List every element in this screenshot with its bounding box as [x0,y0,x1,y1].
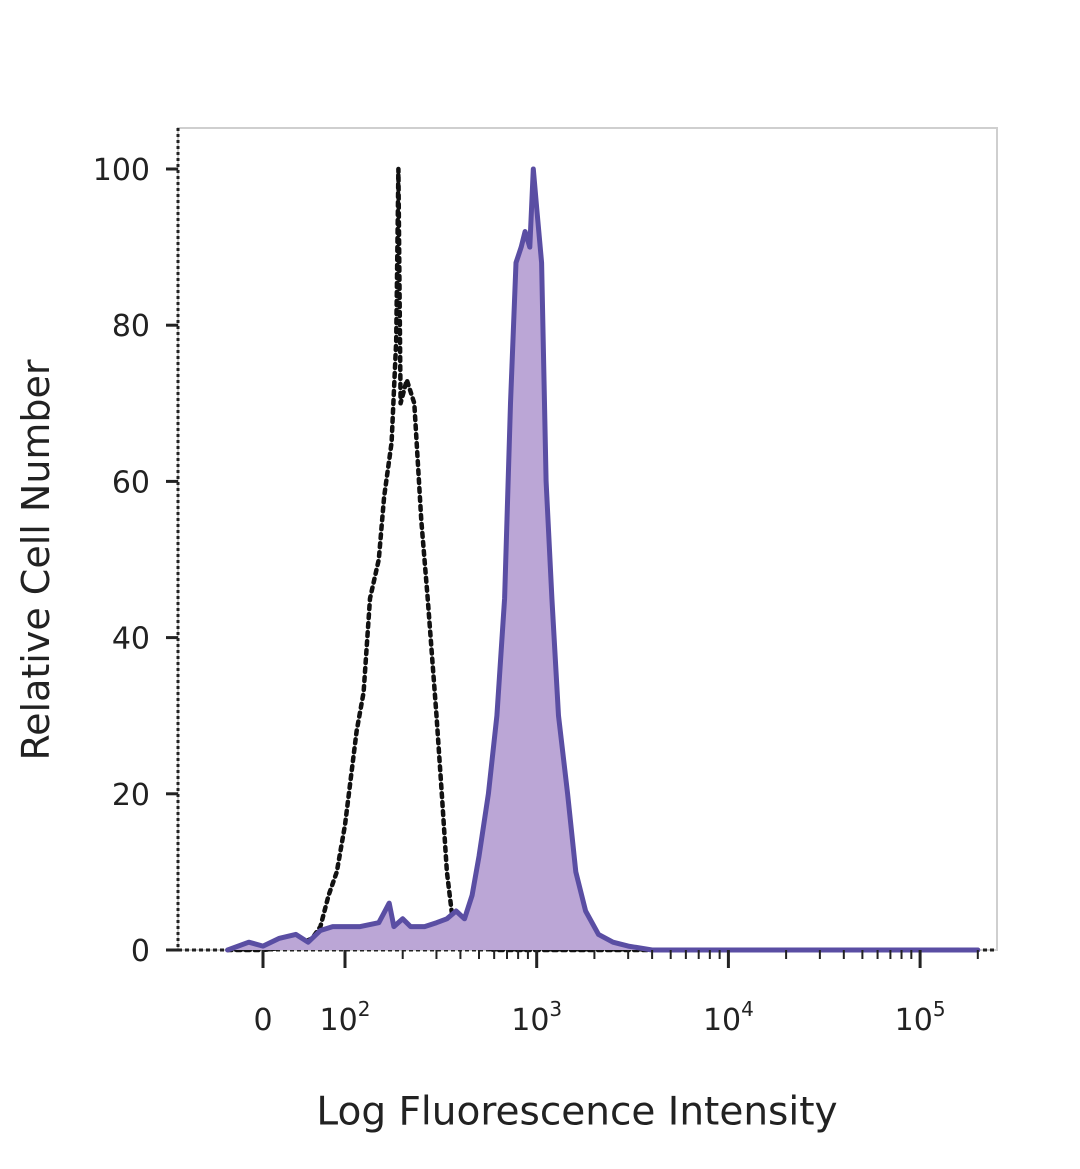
y-tick-label: 0 [131,934,150,969]
histogram-line-series-2 [225,166,981,953]
y-tick-label: 80 [112,309,150,344]
y-tick-label: 20 [112,778,150,813]
x-tick-label: 104 [703,997,754,1038]
x-axis-label: Log Fluorescence Intensity [316,1089,838,1135]
plot-area-frame [177,127,998,951]
y-tick-label: 60 [112,465,150,500]
x-tick-label: 105 [895,997,946,1038]
y-tick-label: 40 [112,622,150,657]
x-tick-label: 103 [511,997,562,1038]
x-tick-label: 0 [253,1003,272,1038]
y-tick-label: 100 [93,153,150,188]
y-axis-label: Relative Cell Number [14,359,58,761]
x-tick-label: 102 [320,997,371,1038]
